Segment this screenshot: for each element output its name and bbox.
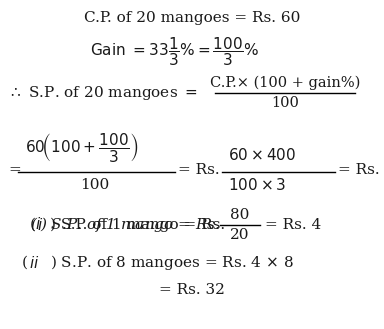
Text: 100: 100 [80,178,109,192]
Text: $60\!\left(100+\dfrac{100}{3}\right)$: $60\!\left(100+\dfrac{100}{3}\right)$ [25,132,139,164]
Text: $i$: $i$ [37,217,43,233]
Text: ) S.P. of 8 mangoes = Rs. 4 $\times$ 8: ) S.P. of 8 mangoes = Rs. 4 $\times$ 8 [50,254,294,272]
Text: =: = [8,163,21,177]
Text: C.P. of 20 mangoes = Rs. 60: C.P. of 20 mangoes = Rs. 60 [84,11,300,25]
Text: Gain $= 33\dfrac{1}{3}\% = \dfrac{100}{3}\%$: Gain $= 33\dfrac{1}{3}\% = \dfrac{100}{3… [90,36,260,68]
Text: = Rs. 4: = Rs. 4 [265,218,321,232]
Text: $60 \times 400$: $60 \times 400$ [228,147,296,163]
Text: 80: 80 [230,208,250,222]
Text: ($i$) S.P. of 1 mango = Rs.: ($i$) S.P. of 1 mango = Rs. [30,215,220,235]
Text: 20: 20 [230,228,250,242]
Text: = Rs.: = Rs. [178,163,220,177]
Text: 100: 100 [271,96,299,110]
Text: = Rs. 32: = Rs. 32 [159,283,225,297]
Text: (: ( [22,256,28,270]
Text: $ii$: $ii$ [29,255,40,271]
Text: $100 \times 3$: $100 \times 3$ [228,177,286,193]
Text: C.P.× (100 + gain%): C.P.× (100 + gain%) [210,76,360,90]
Text: ) S.P. of 1 mango = Rs.: ) S.P. of 1 mango = Rs. [50,218,225,232]
Text: (: ( [30,218,36,232]
Text: = Rs. 80: = Rs. 80 [338,163,384,177]
Text: $\therefore$ S.P. of 20 mangoes $=$: $\therefore$ S.P. of 20 mangoes $=$ [8,84,198,102]
